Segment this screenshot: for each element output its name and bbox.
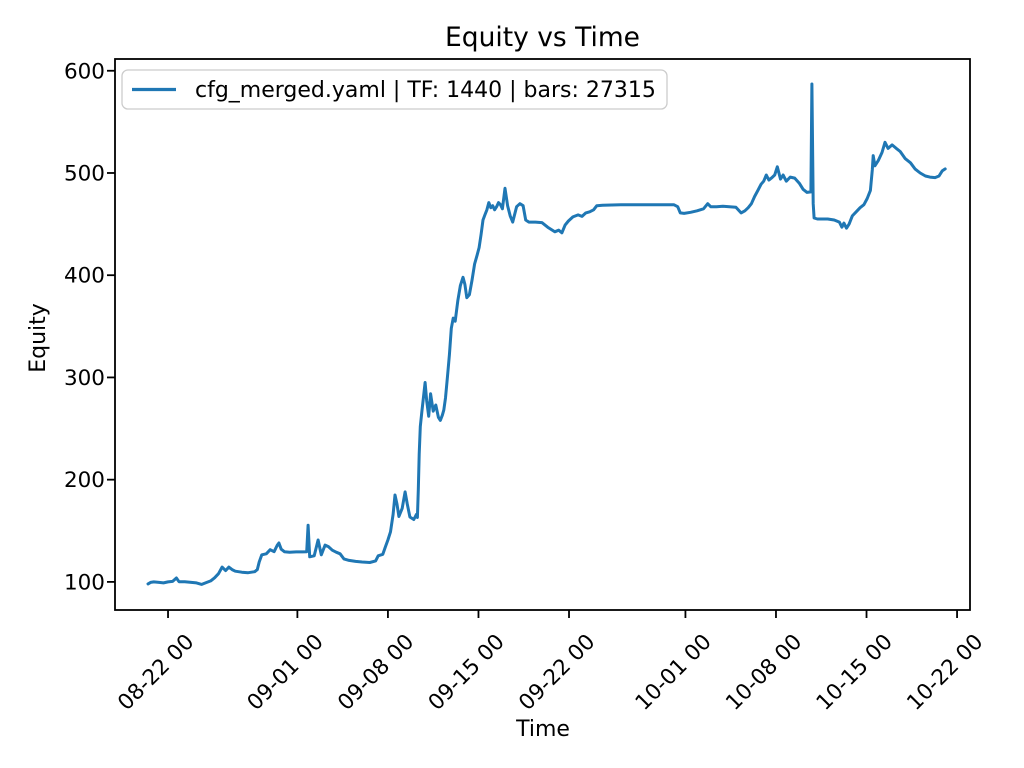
y-tick-label: 600 — [64, 59, 105, 84]
x-tick-label: 09-22 00 — [514, 630, 600, 716]
chart-title: Equity vs Time — [445, 22, 640, 53]
y-tick-label: 500 — [64, 161, 105, 186]
x-tick-label: 10-22 00 — [902, 630, 988, 716]
x-axis-label: Time — [515, 717, 570, 742]
x-tick-label: 09-08 00 — [333, 630, 419, 716]
axes-border — [114, 58, 971, 611]
x-tick-label: 10-08 00 — [721, 630, 807, 716]
y-tick-label: 100 — [64, 570, 105, 595]
y-axis-label: Equity — [26, 303, 51, 373]
x-tick-label: 08-22 00 — [113, 630, 199, 716]
legend-frame — [121, 69, 668, 110]
axes-layer: 100 200 300 400 500 600 08-22 00 09-01 00 09-08 … — [64, 58, 988, 716]
legend: cfg_merged.yaml | TF: 1440 | bars: 27315 — [121, 69, 668, 110]
x-tick-label: 09-15 00 — [424, 630, 510, 716]
y-tick-label: 200 — [64, 468, 105, 493]
x-tick-label: 10-01 00 — [631, 630, 717, 716]
x-tick-label: 09-01 00 — [243, 630, 329, 716]
x-tick-label: 10-15 00 — [812, 630, 898, 716]
equity-series-line — [146, 82, 947, 586]
legend-label: cfg_merged.yaml | TF: 1440 | bars: 27315 — [195, 78, 656, 103]
y-tick-label: 300 — [64, 366, 105, 391]
y-tick-label: 400 — [64, 264, 105, 289]
